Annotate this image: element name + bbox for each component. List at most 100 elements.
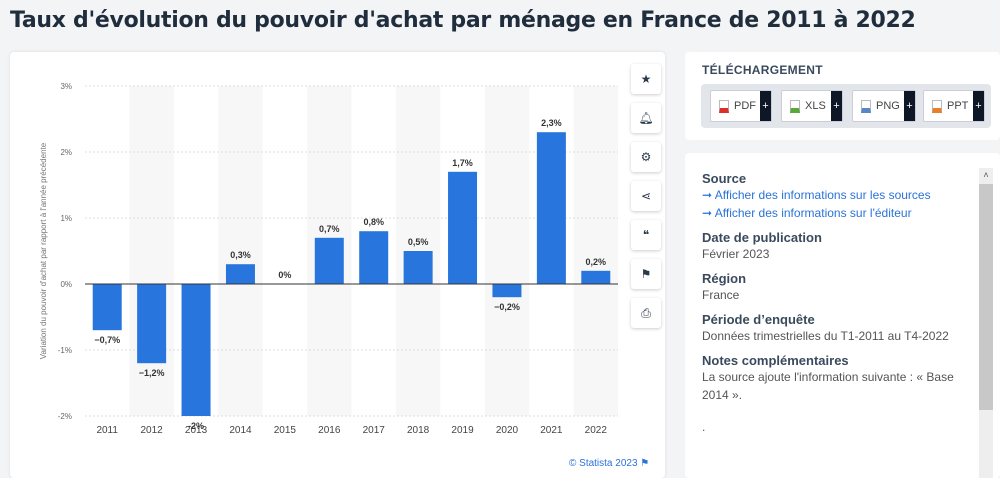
statista-credit[interactable]: © Statista 2023 ⚑ (569, 458, 650, 469)
x-tick-label: 2022 (585, 425, 608, 436)
plus-icon[interactable]: + (904, 91, 915, 121)
x-tick-label: 2016 (318, 425, 341, 436)
info-panel: Source ➞ Afficher des informations sur l… (685, 153, 1000, 478)
bar (92, 284, 122, 331)
bar (536, 132, 566, 284)
flag-icon: ⚑ (640, 267, 652, 281)
print-button[interactable]: ⎙ (631, 298, 661, 328)
flag-button[interactable]: ⚑ (631, 259, 661, 289)
data-label: −0,7% (94, 335, 120, 345)
data-label: 0,8% (363, 217, 384, 227)
column-band (484, 86, 530, 416)
page-title: Taux d'évolution du pouvoir d'achat par … (10, 8, 916, 33)
column-band (218, 86, 263, 416)
download-xls-button[interactable]: XLS + (781, 90, 843, 122)
share-button[interactable]: ⋖ (631, 181, 661, 211)
y-tick-label: -1% (58, 346, 72, 355)
bar (581, 270, 611, 284)
notes-value: La source ajoute l'information suivante … (702, 370, 954, 402)
x-tick-label: 2011 (96, 425, 118, 436)
sources-link-text[interactable]: Afficher des informations sur les source… (714, 188, 931, 202)
scroll-thumb[interactable] (979, 184, 993, 410)
xls-file-icon (790, 99, 800, 113)
column-band (573, 86, 618, 416)
scroll-up-icon[interactable]: ˄ (983, 170, 989, 180)
bar (403, 251, 433, 284)
period-heading: Période d’enquête (702, 312, 815, 327)
data-label: −1,2% (139, 368, 165, 378)
x-tick-label: 2018 (407, 425, 430, 436)
region-value: France (702, 288, 740, 302)
sources-link[interactable]: ➞ Afficher des informations sur les sour… (702, 188, 931, 202)
bar (314, 237, 344, 284)
data-label: 1,7% (452, 158, 473, 168)
x-tick-label: 2014 (229, 425, 252, 436)
source-heading: Source (702, 171, 747, 186)
info-scrollbar[interactable]: ˄ (979, 168, 993, 478)
download-pdf-button[interactable]: PDF + (710, 90, 772, 122)
date-value: Février 2023 (702, 247, 770, 261)
bar-chart: 3%2%1%0%-1%-2%−0,7%2011−1,2%2012 -2%20130… (39, 82, 618, 436)
data-label: 0,2% (586, 257, 607, 267)
chart-card: 3% 2% 1% 0% -1% -2% −0,7% 2011 −1,2% 2012 -2% 2013 0… (10, 52, 665, 478)
y-axis-label: Variation du pouvoir d'achat par rapport… (39, 142, 48, 359)
data-label: 0,5% (408, 237, 429, 247)
plus-icon[interactable]: + (973, 91, 984, 121)
gear-button[interactable]: ⚙ (631, 142, 661, 172)
data-label: 2,3% (541, 118, 562, 128)
quote-button[interactable]: ❝ (631, 220, 661, 250)
plus-icon[interactable]: + (831, 91, 842, 121)
bar (448, 171, 478, 284)
download-label: PDF (734, 100, 756, 112)
data-label: -2% (188, 421, 204, 431)
x-tick-label: 2021 (540, 425, 563, 436)
star-button[interactable]: ★ (631, 64, 661, 94)
region-heading: Région (702, 271, 747, 286)
print-icon: ⎙ (641, 305, 651, 320)
download-title: TÉLÉCHARGEMENT (702, 63, 823, 77)
x-tick-label: 2017 (363, 425, 386, 436)
download-label: XLS (805, 100, 826, 112)
ppt-file-icon (932, 99, 942, 113)
chart-toolbar: ★ 🔔︎ ⚙ ⋖ ❝ ⚑ ⎙ (631, 64, 661, 337)
data-label: 0,3% (230, 250, 251, 260)
gear-icon: ⚙ (640, 150, 652, 164)
x-tick-label: 2012 (141, 425, 164, 436)
download-panel: TÉLÉCHARGEMENT PDF + XLS + PNG + PPT + (685, 52, 1000, 140)
share-icon: ⋖ (640, 189, 652, 203)
y-tick-label: 3% (60, 82, 72, 91)
x-tick-label: 2020 (496, 425, 519, 436)
bar (137, 284, 167, 364)
date-heading: Date de publication (702, 230, 822, 245)
data-label: −0,2% (494, 302, 520, 312)
quote-icon: ❝ (642, 228, 650, 242)
download-label: PNG (876, 100, 900, 112)
plus-icon[interactable]: + (760, 91, 771, 121)
bar (492, 284, 522, 298)
data-label: 0,7% (319, 224, 340, 234)
publisher-link-text[interactable]: Afficher des informations sur l'éditeur (714, 206, 912, 220)
bar (225, 264, 255, 284)
download-png-button[interactable]: PNG + (852, 90, 916, 122)
x-tick-label: 2015 (274, 425, 297, 436)
bell-button[interactable]: 🔔︎ (631, 103, 661, 133)
credit-text[interactable]: © Statista 2023 (569, 458, 638, 469)
bar (181, 284, 211, 416)
trailing-dot: . (702, 420, 706, 434)
period-value: Données trimestrielles du T1-2011 au T4-… (702, 329, 949, 343)
bell-icon: 🔔︎ (638, 111, 654, 125)
download-buttons: PDF + XLS + PNG + PPT + (701, 84, 991, 128)
download-label: PPT (947, 100, 969, 112)
publisher-link[interactable]: ➞ Afficher des informations sur l'éditeu… (702, 206, 912, 220)
png-file-icon (861, 99, 871, 113)
notes-heading: Notes complémentaires (702, 353, 849, 368)
x-tick-label: 2019 (451, 425, 474, 436)
download-ppt-button[interactable]: PPT + (923, 90, 985, 122)
y-tick-label: 0% (60, 280, 72, 289)
column-band (129, 86, 174, 416)
bar (359, 231, 389, 284)
y-tick-label: 2% (60, 148, 72, 157)
y-tick-label: -2% (58, 412, 72, 421)
data-label: 0% (278, 270, 291, 280)
x-tick-label: 2013 (185, 425, 208, 436)
